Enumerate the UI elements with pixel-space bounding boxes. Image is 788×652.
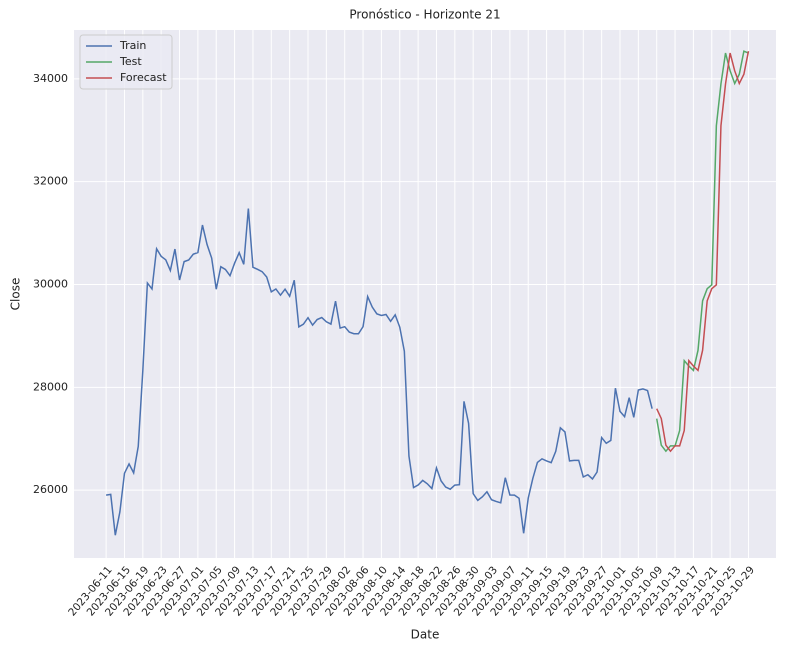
- y-tick-label: 28000: [33, 380, 68, 393]
- series-line: [105, 208, 653, 536]
- legend: Train Test Forecast: [79, 34, 173, 90]
- chart-title: Pronóstico - Horizonte 21: [349, 8, 500, 22]
- series-line: [656, 51, 750, 453]
- x-axis-label: Date: [411, 628, 440, 642]
- legend-label: Test: [119, 55, 142, 68]
- legend-box: [79, 34, 173, 90]
- y-tick-label: 32000: [33, 175, 68, 188]
- legend-label: Forecast: [120, 71, 167, 84]
- y-tick-label: 30000: [33, 277, 68, 290]
- y-tick-label: 34000: [33, 72, 68, 85]
- series-line: [655, 50, 749, 453]
- y-tick-label: 26000: [33, 483, 68, 496]
- legend-label: Train: [119, 39, 146, 52]
- y-axis-label: Close: [9, 278, 23, 311]
- plot-area: [74, 30, 776, 558]
